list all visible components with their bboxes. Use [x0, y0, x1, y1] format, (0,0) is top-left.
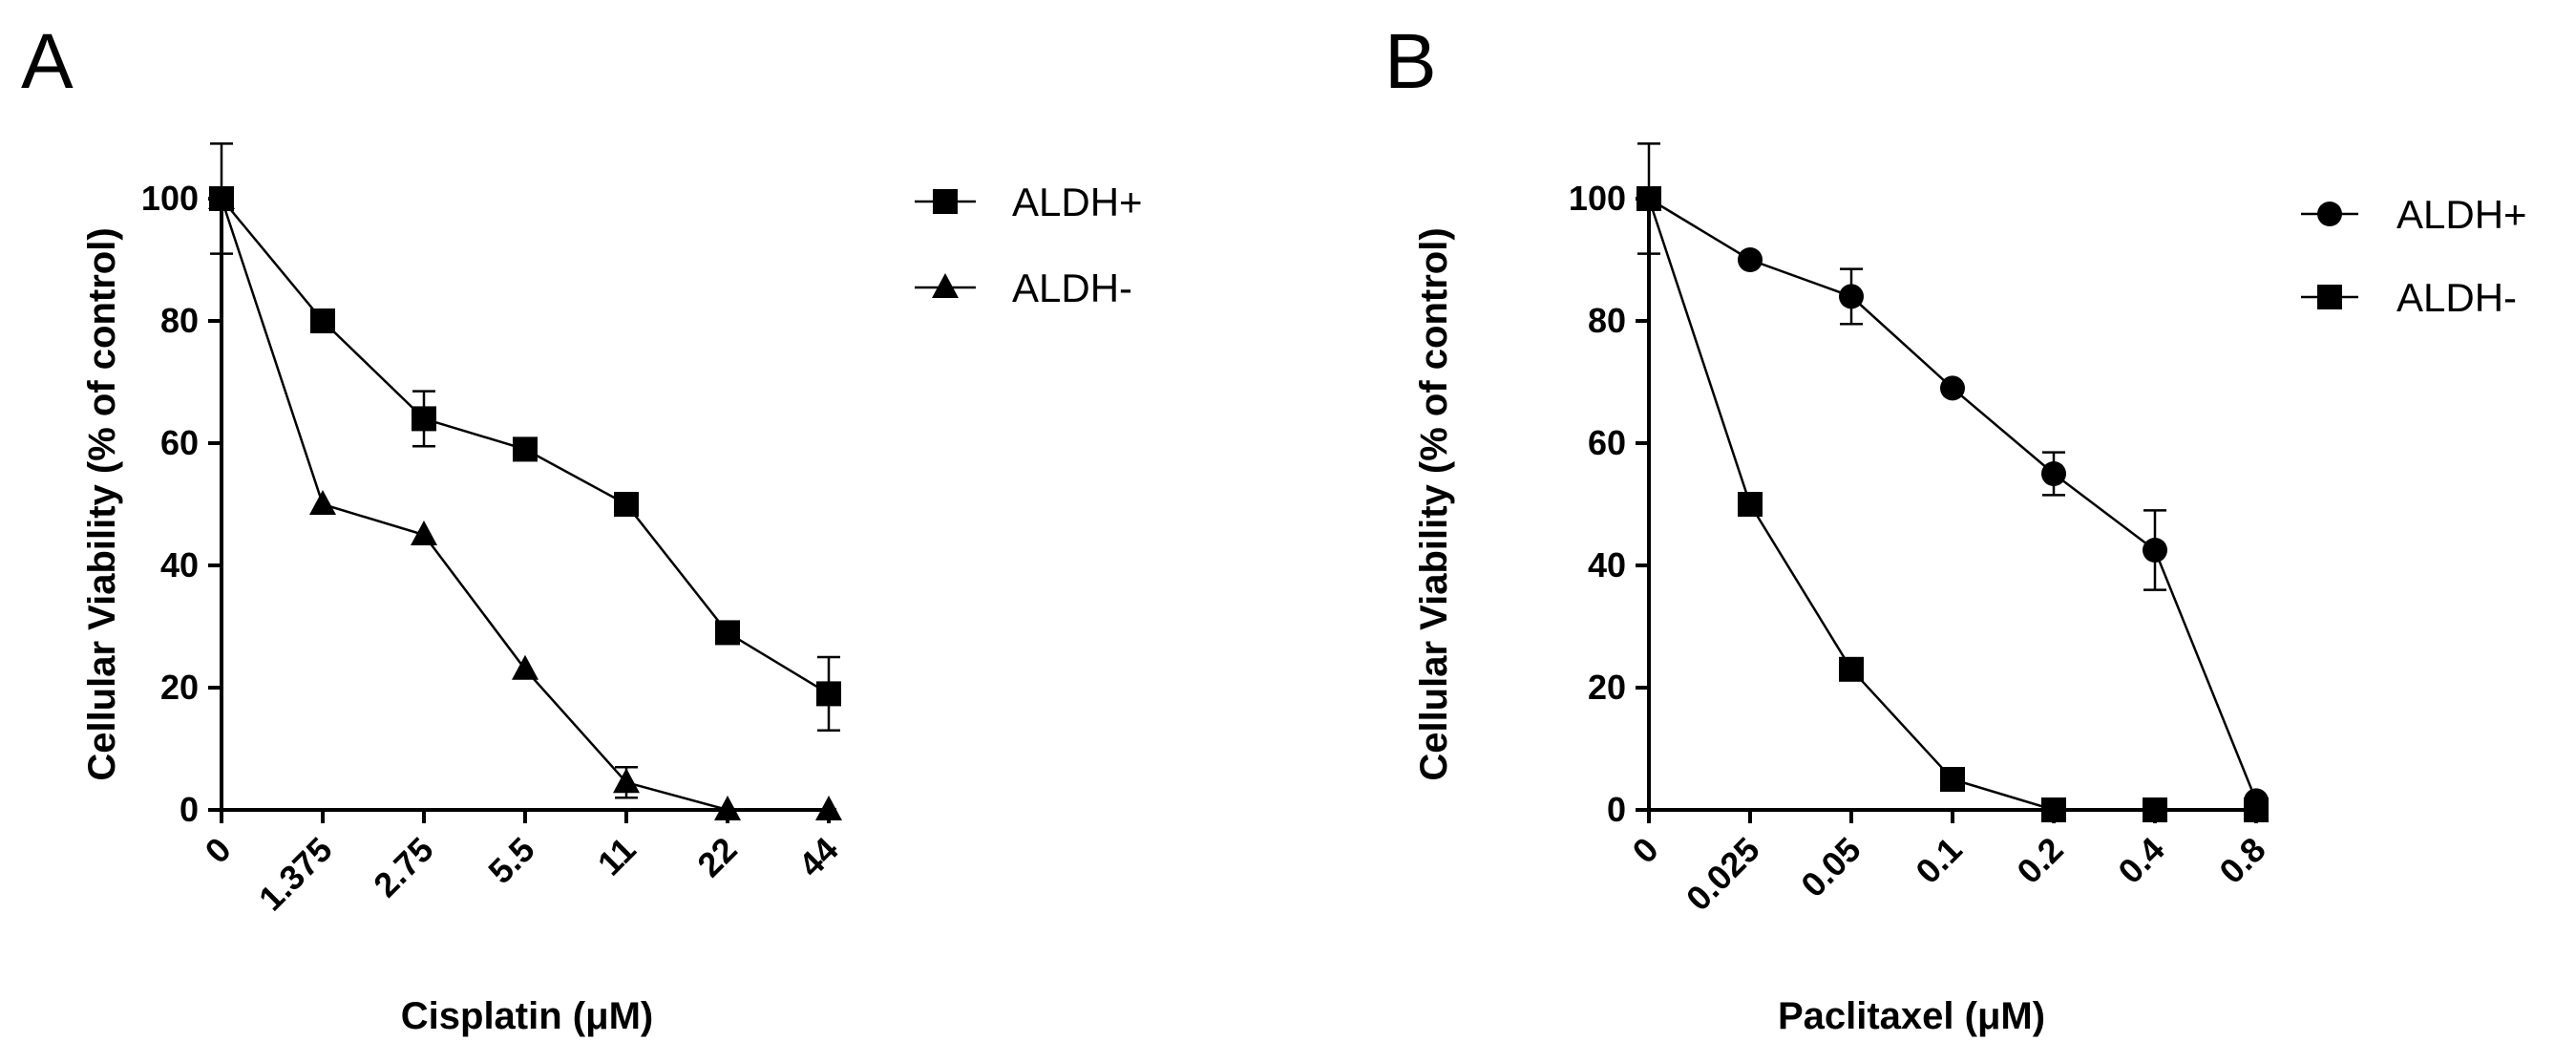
y-tick-label: 100 — [141, 179, 199, 218]
data-point — [411, 521, 437, 545]
series-aldh-neg — [1636, 186, 2269, 822]
x-tick-label: 0.2 — [2009, 830, 2070, 891]
y-axis-title: Cellular Viability (% of control) — [1413, 227, 1455, 780]
data-point — [1839, 284, 1864, 309]
data-point — [2041, 461, 2066, 486]
data-point — [1738, 492, 1763, 517]
data-point — [614, 492, 639, 517]
x-tick-label: 1.375 — [251, 830, 340, 919]
data-point — [2041, 797, 2066, 822]
x-tick-label: 44 — [791, 830, 845, 884]
series-aldh-neg — [208, 142, 842, 820]
chart-panel-a: A 0 20 40 60 80 100 0 1.375 2.75 5.5 11 22 44 Cisplati… — [21, 18, 1143, 1037]
data-point — [309, 490, 336, 515]
y-tick-label: 40 — [1588, 545, 1626, 585]
legend-marker — [2317, 285, 2342, 309]
data-point — [2143, 538, 2167, 563]
legend-label: ALDH+ — [2397, 192, 2527, 237]
x-tick-label: 11 — [590, 830, 644, 883]
data-point — [715, 620, 740, 646]
data-point — [208, 184, 235, 209]
series-aldh-pos — [209, 186, 841, 733]
y-tick-label: 0 — [1607, 790, 1626, 829]
y-tick-label: 20 — [1588, 668, 1626, 707]
legend-label: ALDH- — [1012, 266, 1132, 310]
x-axis-title: Paclitaxel (μM) — [1778, 995, 2045, 1037]
x-tick-label: 0.4 — [2110, 830, 2171, 891]
legend-marker — [933, 189, 958, 214]
data-point — [714, 796, 741, 820]
x-axis-title: Cisplatin (μM) — [401, 995, 653, 1037]
x-tick-label: 0.1 — [1908, 830, 1969, 891]
x-tick-label: 0 — [198, 830, 239, 871]
legend-marker — [2317, 202, 2342, 226]
data-point — [815, 796, 842, 820]
data-point — [2143, 797, 2167, 822]
data-point — [816, 681, 841, 707]
y-tick-label: 40 — [160, 545, 199, 585]
data-point — [1738, 247, 1763, 272]
x-tick-label: 0.025 — [1679, 830, 1767, 919]
legend-entry: ALDH- — [915, 266, 1132, 310]
data-point — [1940, 767, 1965, 792]
y-axis-title: Cellular Viability (% of control) — [81, 227, 123, 780]
panel-letter: B — [1384, 18, 1437, 105]
y-tick-label: 80 — [160, 301, 199, 340]
data-point — [1839, 656, 1864, 682]
panel-letter: A — [21, 18, 74, 105]
x-tick-label: 0.8 — [2211, 830, 2272, 891]
data-point — [1940, 375, 1965, 401]
chart-panel-b: B 0 20 40 60 80 100 0 0.025 0.05 0.1 0.2 0.4 0.8 Pacli… — [1384, 18, 2527, 1037]
legend-label: ALDH+ — [1012, 180, 1143, 224]
data-point — [2244, 797, 2269, 822]
x-tick-label: 5.5 — [480, 830, 541, 891]
x-tick-label: 22 — [689, 830, 744, 884]
x-tick-label: 2.75 — [366, 830, 441, 905]
series-aldh-pos — [1636, 142, 2269, 814]
data-point — [310, 308, 335, 333]
y-tick-label: 0 — [179, 790, 199, 829]
data-point — [512, 654, 538, 680]
series-line — [220, 198, 829, 812]
y-tick-label: 100 — [1569, 179, 1626, 218]
data-point — [613, 768, 640, 794]
data-point — [1636, 186, 1661, 211]
x-tick-label: 0.05 — [1793, 830, 1869, 905]
y-tick-label: 80 — [1588, 301, 1626, 340]
data-point — [412, 406, 436, 432]
legend-entry: ALDH- — [2301, 275, 2517, 320]
legend-label: ALDH- — [2397, 275, 2517, 320]
data-point — [513, 436, 538, 462]
legend-marker — [932, 273, 959, 298]
y-tick-label: 20 — [160, 668, 199, 707]
y-tick-label: 60 — [160, 423, 199, 462]
y-tick-label: 60 — [1588, 423, 1626, 462]
x-tick-label: 0 — [1625, 830, 1666, 871]
legend-entry: ALDH+ — [915, 180, 1143, 224]
legend-entry: ALDH+ — [2301, 192, 2527, 237]
